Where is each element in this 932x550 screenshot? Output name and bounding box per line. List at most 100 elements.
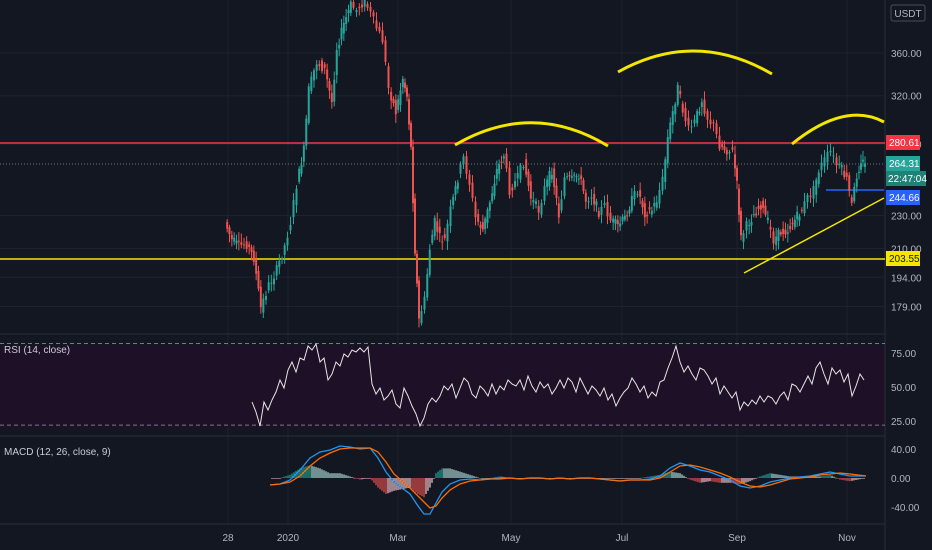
macd-title[interactable]: MACD (12, 26, close, 9) [4, 447, 111, 458]
candle-body [653, 202, 656, 207]
macd-histogram-bar [409, 478, 411, 488]
macd-histogram-bar [357, 478, 359, 479]
candle-body [575, 176, 578, 178]
candle-body [782, 228, 785, 235]
candle-body [850, 197, 853, 203]
candle-body [736, 167, 738, 181]
macd-histogram-bar [745, 478, 747, 483]
macd-histogram-bar [371, 478, 373, 481]
macd-histogram-bar [329, 473, 331, 478]
candle-body [584, 192, 587, 202]
candle-body [734, 154, 736, 169]
macd-histogram-bar [369, 478, 371, 479]
macd-histogram-bar [323, 470, 325, 478]
candle-body [369, 6, 372, 12]
candle-body [671, 111, 674, 125]
rsi-title[interactable]: RSI (14, close) [4, 345, 70, 356]
price-axis[interactable]: USDT 360.00320.00280.00230.00210.00194.0… [886, 4, 927, 514]
currency-badge[interactable] [890, 4, 926, 22]
macd-histogram-bar [341, 473, 343, 478]
macd-histogram-bar [765, 474, 767, 478]
macd-histogram-bar [635, 478, 637, 479]
candle-body [858, 171, 860, 173]
macd-histogram-bar [651, 476, 653, 478]
candle-body [590, 197, 593, 199]
candle-body [725, 149, 728, 155]
candle-body [449, 206, 452, 226]
candle-body [259, 286, 262, 308]
candle-body [619, 223, 622, 227]
macd-histogram-bar [333, 473, 335, 478]
candle-body [387, 66, 390, 88]
candle-body [443, 234, 446, 239]
candle-body [676, 84, 679, 105]
candle-body [310, 76, 313, 92]
rsi-pane[interactable]: RSI (14, close) [0, 342, 885, 428]
candle-body [230, 234, 233, 240]
candle-body [655, 202, 658, 208]
candle-body [302, 145, 305, 162]
macd-histogram-bar [845, 478, 847, 481]
candle-body [295, 188, 298, 206]
macd-histogram-bar [347, 475, 349, 478]
macd-histogram-bar [857, 478, 859, 480]
macd-histogram-bar [367, 478, 369, 479]
macd-tick-label: 0.00 [891, 474, 911, 485]
macd-histogram-bar [383, 478, 385, 493]
candle-body [519, 165, 522, 180]
macd-histogram-bar [359, 478, 361, 480]
candle-body [423, 296, 426, 310]
candle-body [361, 4, 363, 8]
candle-body [508, 167, 511, 195]
signal-line [269, 447, 867, 509]
candle-body [560, 199, 563, 211]
macd-histogram-bar [735, 478, 737, 484]
macd-histogram-bar [855, 478, 857, 480]
candle-body [384, 40, 387, 62]
macd-histogram-bar [423, 478, 425, 498]
candle-body [759, 204, 762, 210]
arc-head [617, 49, 773, 76]
time-tick-label: Jul [616, 533, 629, 544]
candle-body [250, 247, 253, 252]
macd-histogram-bar [287, 475, 289, 478]
macd-histogram-bar [435, 473, 437, 478]
candle-body [745, 221, 748, 231]
candle-body [791, 223, 794, 225]
candle-body [456, 182, 459, 189]
macd-histogram-bar [457, 470, 459, 478]
candle-body [527, 171, 530, 186]
candle-body [766, 217, 769, 221]
candle-body [550, 174, 553, 180]
candle-body [318, 64, 321, 67]
candle-body [646, 214, 649, 217]
macd-histogram-bar [701, 478, 703, 483]
price-tick-label: 230.00 [891, 212, 922, 223]
candle-body [712, 122, 715, 124]
candle-body [333, 79, 336, 102]
candle-body [779, 232, 782, 235]
macd-tick-label: -40.00 [891, 503, 920, 514]
candle-body [529, 181, 532, 199]
macd-pane[interactable]: MACD (12, 26, close, 9) [4, 445, 867, 515]
macd-histogram-bar [783, 475, 785, 478]
time-axis[interactable]: 28 2020 Mar May Jul Sep Nov [222, 533, 855, 544]
macd-histogram-bar [751, 478, 753, 481]
macd-histogram-bar [763, 475, 765, 478]
macd-histogram-bar [669, 471, 671, 478]
price-pane[interactable] [0, 0, 885, 328]
macd-histogram-bar [649, 476, 651, 478]
macd-histogram-bar [789, 476, 791, 478]
candle-body [505, 153, 508, 169]
candle-body [281, 258, 283, 260]
candle-body [262, 298, 265, 313]
candle-body [378, 27, 381, 32]
macd-histogram-bar [305, 466, 307, 478]
macd-histogram-bar [447, 468, 449, 478]
candle-body [755, 213, 758, 216]
candle-body [593, 193, 596, 205]
macd-histogram-bar [407, 478, 409, 488]
candle-body [582, 180, 585, 192]
macd-histogram-bar [311, 465, 313, 478]
